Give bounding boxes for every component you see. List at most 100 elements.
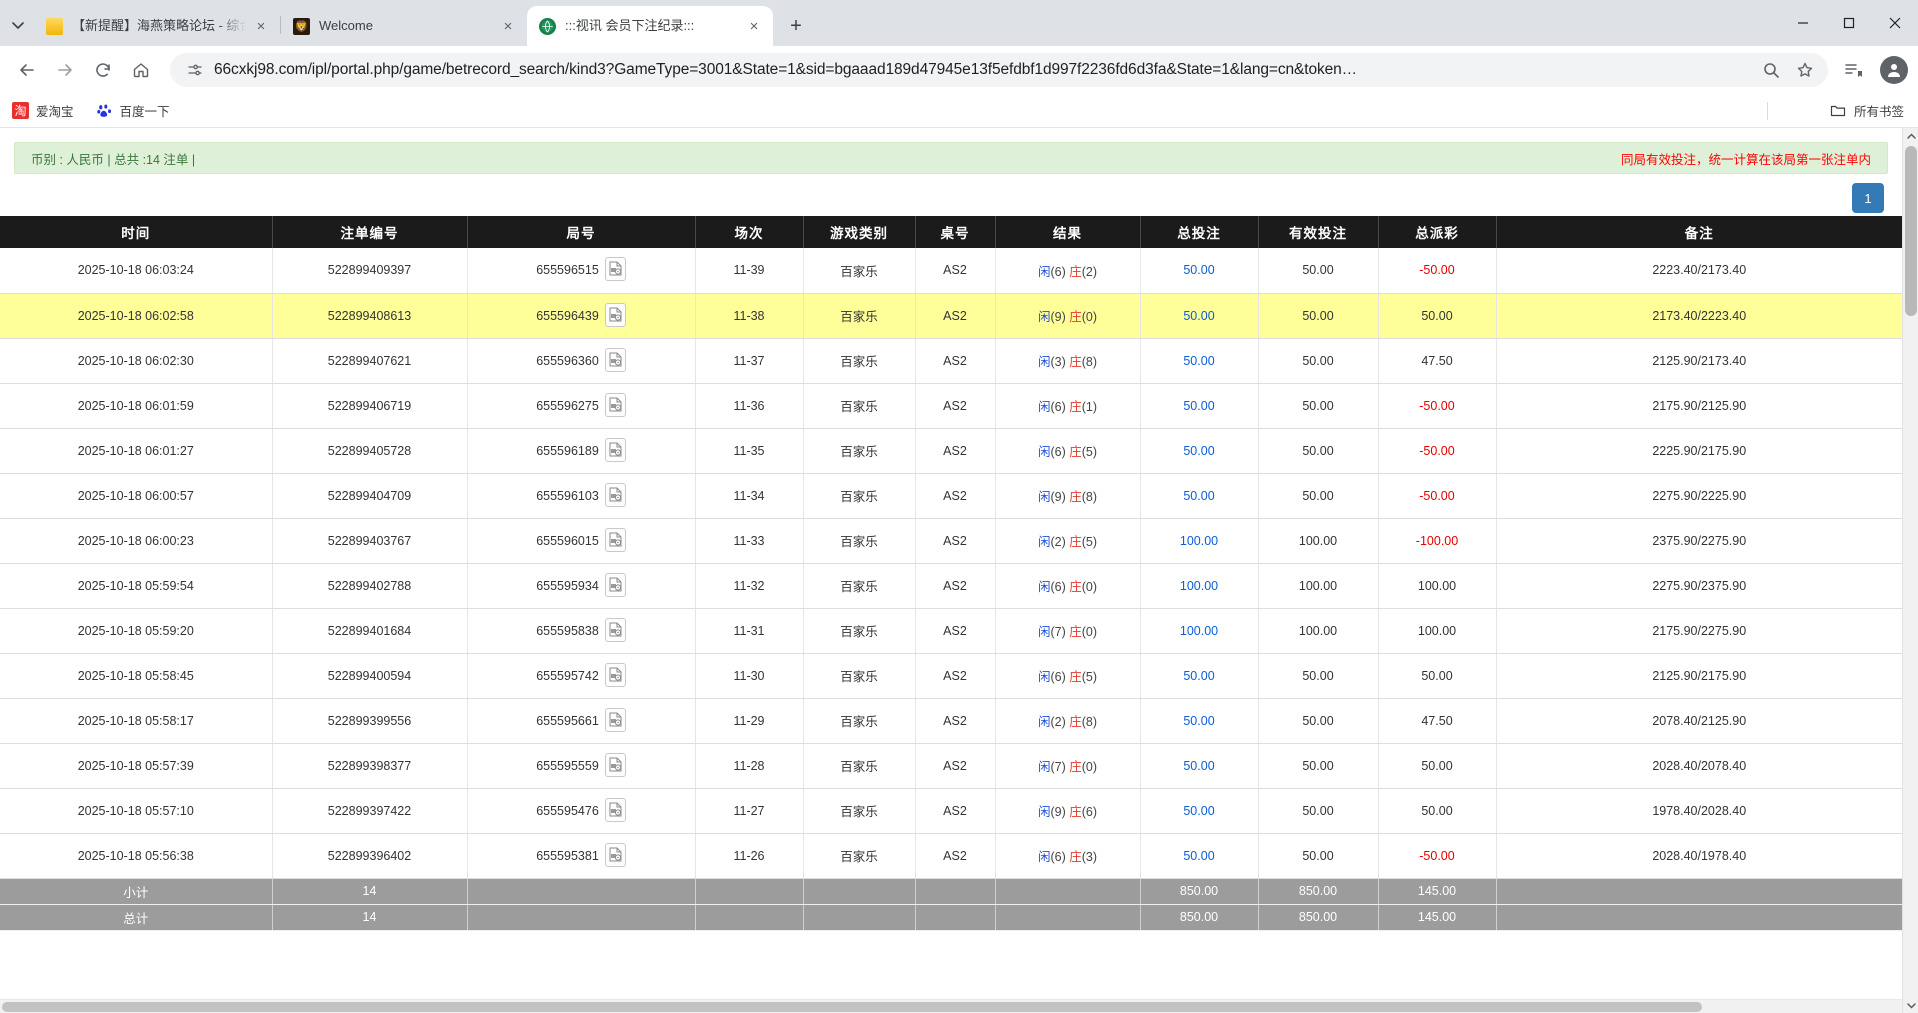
cell-valid-bet: 50.00 <box>1258 743 1379 789</box>
video-replay-icon[interactable] <box>604 347 626 372</box>
footer-row-subtotal: 小计 14 850.00 850.00 145.00 <box>0 878 1902 905</box>
video-replay-icon[interactable] <box>604 437 626 462</box>
horizontal-scrollbar[interactable] <box>0 999 1902 1013</box>
bookmark-baidu[interactable]: 百度一下 <box>95 101 170 120</box>
currency-summary-text: 币别 : 人民币 | 总共 :14 注单 | <box>31 152 196 167</box>
page-button-1[interactable]: 1 <box>1852 183 1884 213</box>
col-header-remark[interactable]: 备注 <box>1496 216 1902 248</box>
vertical-scroll-thumb[interactable] <box>1905 146 1917 316</box>
result-banker-value: (0) <box>1081 310 1098 324</box>
col-header-round-no[interactable]: 局号 <box>467 216 696 248</box>
table-row[interactable]: 2025-10-18 05:59:54 522899402788 655595934… <box>0 563 1902 609</box>
close-window-icon[interactable] <box>1872 0 1918 46</box>
col-header-valid-bet[interactable]: 有效投注 <box>1258 216 1379 248</box>
bookmark-taobao[interactable]: 淘 爱淘宝 <box>12 101 74 120</box>
profile-avatar-icon[interactable] <box>1880 56 1908 84</box>
video-replay-icon[interactable] <box>604 527 626 552</box>
result-banker-label: 庄 <box>1069 760 1082 774</box>
col-header-payout[interactable]: 总派彩 <box>1378 216 1497 248</box>
cell-payout: -50.00 <box>1378 383 1497 429</box>
close-icon[interactable]: × <box>749 17 759 35</box>
table-row[interactable]: 2025-10-18 05:57:10 522899397422 655595476… <box>0 788 1902 834</box>
col-header-game-type[interactable]: 游戏类别 <box>803 216 916 248</box>
round-number-text: 655596275 <box>536 398 599 413</box>
cell-total-bet: 50.00 <box>1140 833 1259 879</box>
tab-search-button[interactable] <box>4 8 32 42</box>
cell-session: 11-28 <box>695 743 804 789</box>
video-replay-icon[interactable] <box>604 572 626 597</box>
col-header-table-no[interactable]: 桌号 <box>915 216 996 248</box>
table-row[interactable]: 2025-10-18 05:59:20 522899401684 655595838… <box>0 608 1902 654</box>
search-icon[interactable] <box>1756 55 1786 85</box>
maximize-icon[interactable] <box>1826 0 1872 46</box>
table-row[interactable]: 2025-10-18 05:58:45 522899400594 655595742… <box>0 653 1902 699</box>
cell-round-no: 655595559 <box>467 743 696 789</box>
cell-time: 2025-10-18 06:01:59 <box>0 383 273 429</box>
video-replay-icon[interactable] <box>604 707 626 732</box>
result-banker-value: (3) <box>1081 850 1098 864</box>
table-row[interactable]: 2025-10-18 06:01:59 522899406719 655596275… <box>0 383 1902 429</box>
bookmark-label: 爱淘宝 <box>36 105 74 119</box>
table-row[interactable]: 2025-10-18 05:56:38 522899396402 655595381… <box>0 833 1902 879</box>
cell-total-bet: 100.00 <box>1140 518 1259 564</box>
page-viewport: 币别 : 人民币 | 总共 :14 注单 | 同局有效投注，统一计算在该局第一张… <box>0 128 1918 1013</box>
close-icon[interactable]: × <box>503 17 513 35</box>
cell-session: 11-30 <box>695 653 804 699</box>
table-row[interactable]: 2025-10-18 06:00:23 522899403767 655596015… <box>0 518 1902 564</box>
table-row[interactable]: 2025-10-18 05:58:17 522899399556 655595661… <box>0 698 1902 744</box>
video-replay-icon[interactable] <box>604 392 626 417</box>
video-replay-icon[interactable] <box>604 617 626 642</box>
col-header-bet-id[interactable]: 注单编号 <box>272 216 468 248</box>
home-icon[interactable] <box>124 53 158 87</box>
result-banker-value: (0) <box>1081 625 1098 639</box>
new-tab-button[interactable]: + <box>790 14 802 37</box>
col-header-result[interactable]: 结果 <box>995 216 1141 248</box>
video-replay-icon[interactable] <box>604 797 626 822</box>
video-replay-icon[interactable] <box>604 752 626 777</box>
cell-valid-bet: 50.00 <box>1258 248 1379 294</box>
table-row[interactable]: 2025-10-18 06:00:57 522899404709 655596103… <box>0 473 1902 519</box>
tab-welcome[interactable]: 🦁 Welcome × <box>281 6 527 46</box>
video-replay-icon[interactable] <box>604 302 626 327</box>
horizontal-scroll-thumb[interactable] <box>2 1002 1702 1012</box>
video-replay-icon[interactable] <box>604 482 626 507</box>
back-icon[interactable] <box>10 53 44 87</box>
col-header-time[interactable]: 时间 <box>0 216 273 248</box>
tab-title: 【新提醒】海燕策略论坛 - 综合 <box>72 18 246 33</box>
video-replay-icon[interactable] <box>604 842 626 867</box>
cell-bet-id: 522899404709 <box>272 473 468 519</box>
close-icon[interactable]: × <box>256 17 266 35</box>
cell-payout: -50.00 <box>1378 248 1497 294</box>
cell-table-no: AS2 <box>915 788 996 834</box>
tab-bet-record[interactable]: :::视讯 会员下注纪录::: × <box>527 6 773 46</box>
table-row[interactable]: 2025-10-18 06:02:58 522899408613 655596439… <box>0 293 1902 339</box>
table-row[interactable]: 2025-10-18 05:57:39 522899398377 655595559… <box>0 743 1902 789</box>
reload-icon[interactable] <box>86 53 120 87</box>
all-bookmarks-button[interactable]: 所有书签 <box>1830 101 1904 120</box>
table-row[interactable]: 2025-10-18 06:01:27 522899405728 655596189… <box>0 428 1902 474</box>
video-replay-icon[interactable] <box>604 662 626 687</box>
table-row[interactable]: 2025-10-18 06:02:30 522899407621 655596360… <box>0 338 1902 384</box>
table-header-row: 时间 注单编号 局号 场次 游戏类别 桌号 结果 总投注 有效投注 总派彩 备注 <box>0 216 1902 248</box>
cell-bet-id: 522899406719 <box>272 383 468 429</box>
result-banker-label: 庄 <box>1069 670 1082 684</box>
star-icon[interactable] <box>1790 55 1820 85</box>
col-header-total-bet[interactable]: 总投注 <box>1140 216 1259 248</box>
cell-remark: 2125.90/2173.40 <box>1496 338 1902 384</box>
scroll-down-icon[interactable] <box>1903 997 1918 1013</box>
cell-remark: 2275.90/2375.90 <box>1496 563 1902 609</box>
address-bar[interactable]: 66cxkj98.com/ipl/portal.php/game/betreco… <box>170 53 1828 87</box>
table-row[interactable]: 2025-10-18 06:03:24 522899409397 655596515… <box>0 248 1902 294</box>
cell-table-no: AS2 <box>915 698 996 744</box>
reading-list-icon[interactable] <box>1836 53 1870 87</box>
tab-haiyan-forum[interactable]: 【新提醒】海燕策略论坛 - 综合 × <box>34 6 280 46</box>
result-player-value: (3) <box>1050 355 1066 369</box>
site-settings-icon[interactable] <box>184 59 206 81</box>
col-header-session[interactable]: 场次 <box>695 216 804 248</box>
minimize-icon[interactable] <box>1780 0 1826 46</box>
cell-valid-bet: 50.00 <box>1258 428 1379 474</box>
scroll-up-icon[interactable] <box>1903 128 1918 144</box>
vertical-scrollbar[interactable] <box>1902 128 1918 1013</box>
video-replay-icon[interactable] <box>604 257 626 282</box>
forward-icon[interactable] <box>48 53 82 87</box>
